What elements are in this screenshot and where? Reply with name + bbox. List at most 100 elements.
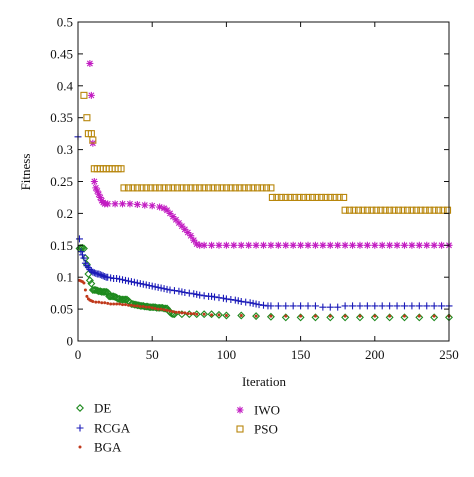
- data-point-rcga: [319, 303, 327, 311]
- data-point-de: [160, 304, 169, 313]
- data-point-bga: [115, 302, 119, 306]
- data-point-bga: [432, 314, 436, 318]
- data-point-iwo: [423, 241, 431, 249]
- data-point-pso: [200, 184, 208, 192]
- x-tick-label: 250: [439, 347, 459, 362]
- data-point-iwo: [87, 91, 95, 99]
- data-point-rcga: [101, 273, 109, 281]
- data-point-iwo: [160, 204, 168, 212]
- data-point-bga: [147, 305, 151, 309]
- data-point-de: [385, 313, 394, 322]
- data-point-rcga: [178, 288, 186, 296]
- data-point-rcga: [89, 268, 97, 276]
- data-point-pso: [273, 193, 281, 201]
- data-point-rcga: [142, 281, 150, 289]
- data-point-pso: [240, 184, 248, 192]
- data-point-bga: [168, 309, 172, 313]
- x-tick-label: 200: [365, 347, 385, 362]
- data-point-pso: [412, 206, 420, 214]
- data-point-de: [341, 313, 350, 322]
- data-point-bga: [83, 288, 87, 292]
- data-point-iwo: [156, 203, 164, 211]
- data-point-de: [252, 312, 261, 321]
- data-point-pso: [124, 184, 133, 192]
- legend-marker-bga: [78, 445, 82, 449]
- data-point-pso: [308, 193, 317, 201]
- data-point-pso: [335, 193, 343, 201]
- data-point-iwo: [274, 241, 282, 249]
- legend-label: IWO: [254, 403, 280, 418]
- data-point-bga: [156, 307, 160, 311]
- data-point-rcga: [260, 301, 267, 309]
- data-point-iwo: [196, 241, 204, 249]
- data-point-bga: [132, 304, 136, 308]
- data-point-de: [430, 313, 439, 322]
- data-point-pso: [249, 184, 257, 192]
- data-point-pso: [262, 184, 271, 192]
- data-point-pso: [350, 206, 358, 214]
- data-point-rcga: [393, 302, 401, 310]
- data-point-iwo: [319, 241, 327, 249]
- data-point-iwo: [304, 241, 312, 249]
- x-tick-label: 100: [217, 347, 237, 362]
- data-point-pso: [304, 193, 312, 201]
- data-point-rcga: [96, 271, 104, 279]
- data-point-bga: [224, 313, 228, 317]
- data-point-pso: [399, 206, 407, 214]
- data-point-rcga: [107, 274, 115, 282]
- data-point-bga: [284, 314, 288, 318]
- data-point-rcga: [349, 302, 357, 310]
- data-point-bga: [162, 308, 166, 312]
- data-point-iwo: [184, 229, 192, 237]
- data-point-pso: [160, 184, 168, 192]
- data-point-iwo: [371, 241, 379, 249]
- data-point-iwo: [297, 241, 305, 249]
- data-point-iwo: [230, 241, 238, 249]
- data-point-rcga: [234, 297, 242, 305]
- data-point-iwo: [169, 213, 177, 221]
- data-point-bga: [100, 301, 104, 305]
- data-point-bga: [417, 314, 421, 318]
- data-point-de: [102, 287, 111, 296]
- data-point-rcga: [157, 284, 165, 292]
- data-point-iwo: [415, 241, 423, 249]
- data-point-bga: [388, 314, 392, 318]
- y-tick-label: 0.35: [50, 110, 73, 125]
- data-point-pso: [295, 193, 303, 201]
- data-point-rcga: [200, 292, 208, 300]
- data-point-de: [120, 295, 128, 304]
- data-point-iwo: [119, 200, 127, 208]
- data-point-pso: [258, 184, 266, 192]
- legend: DE RCGA BGA IWO PSO: [76, 401, 280, 455]
- data-point-pso: [222, 184, 230, 192]
- data-point-pso: [173, 184, 181, 192]
- data-point-pso: [218, 184, 226, 192]
- data-point-iwo: [111, 200, 119, 208]
- data-point-pso: [359, 206, 367, 214]
- y-tick-label: 0.1: [57, 270, 73, 285]
- data-point-rcga: [237, 297, 245, 305]
- data-point-bga: [109, 302, 113, 306]
- data-point-iwo: [222, 241, 230, 249]
- data-point-bga: [402, 314, 406, 318]
- data-point-bga: [135, 304, 139, 308]
- data-point-rcga: [113, 274, 121, 282]
- legend-item-iwo: IWO: [236, 403, 280, 418]
- data-point-pso: [231, 184, 239, 192]
- data-point-iwo: [438, 241, 446, 249]
- data-point-bga: [239, 313, 243, 317]
- data-point-pso: [394, 206, 403, 214]
- y-axis-label: Fitness: [18, 154, 33, 191]
- data-point-iwo: [363, 241, 371, 249]
- data-point-pso: [368, 206, 376, 214]
- data-point-rcga: [208, 292, 216, 300]
- data-point-bga: [153, 306, 157, 310]
- data-point-rcga: [215, 294, 223, 302]
- series-rcga: [74, 133, 453, 311]
- data-point-bga: [313, 314, 317, 318]
- data-point-de: [415, 313, 424, 322]
- legend-marker-iwo: [236, 406, 244, 414]
- data-point-rcga: [80, 254, 88, 262]
- data-point-bga: [112, 302, 116, 306]
